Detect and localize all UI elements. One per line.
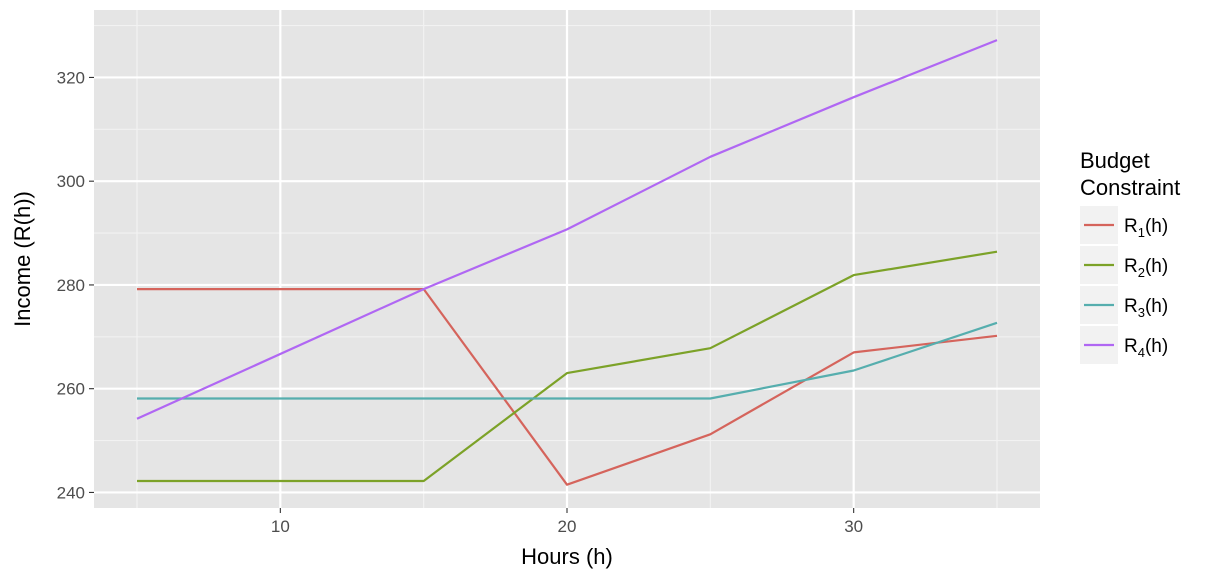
x-tick-label: 10 [271, 517, 290, 536]
legend-item-r4: R4(h) [1080, 326, 1168, 364]
legend-title-line-2: Constraint [1080, 175, 1180, 200]
major-gridlines [94, 10, 1040, 508]
y-tick-label: 280 [57, 276, 85, 295]
series-line-r2 [137, 250, 998, 483]
legend-label: R4(h) [1124, 336, 1168, 360]
series-line-r4 [136, 39, 998, 420]
legend-label: R2(h) [1124, 256, 1168, 280]
x-tick-label: 20 [558, 517, 577, 536]
y-axis: 240 260 280 300 320 [57, 68, 94, 502]
legend-item-r1: R1(h) [1080, 206, 1168, 244]
x-tick-label: 30 [844, 517, 863, 536]
y-tick-label: 320 [57, 68, 85, 87]
x-axis: 10 20 30 [271, 508, 863, 536]
legend-label: R3(h) [1124, 296, 1168, 320]
series-line-r3 [137, 321, 998, 400]
y-tick-label: 240 [57, 483, 85, 502]
y-tick-label: 260 [57, 380, 85, 399]
x-axis-title: Hours (h) [521, 544, 613, 569]
y-tick-label: 300 [57, 172, 85, 191]
legend-label: R1(h) [1124, 216, 1168, 240]
legend: Budget Constraint R1(h) R2(h) R3(h) R4(h) [1080, 148, 1180, 364]
series-line-r1 [137, 288, 998, 486]
legend-item-r2: R2(h) [1080, 246, 1168, 284]
series-lines [136, 39, 998, 486]
legend-item-r3: R3(h) [1080, 286, 1168, 324]
legend-title-line-1: Budget [1080, 148, 1150, 173]
y-axis-title: Income (R(h)) [10, 191, 35, 327]
